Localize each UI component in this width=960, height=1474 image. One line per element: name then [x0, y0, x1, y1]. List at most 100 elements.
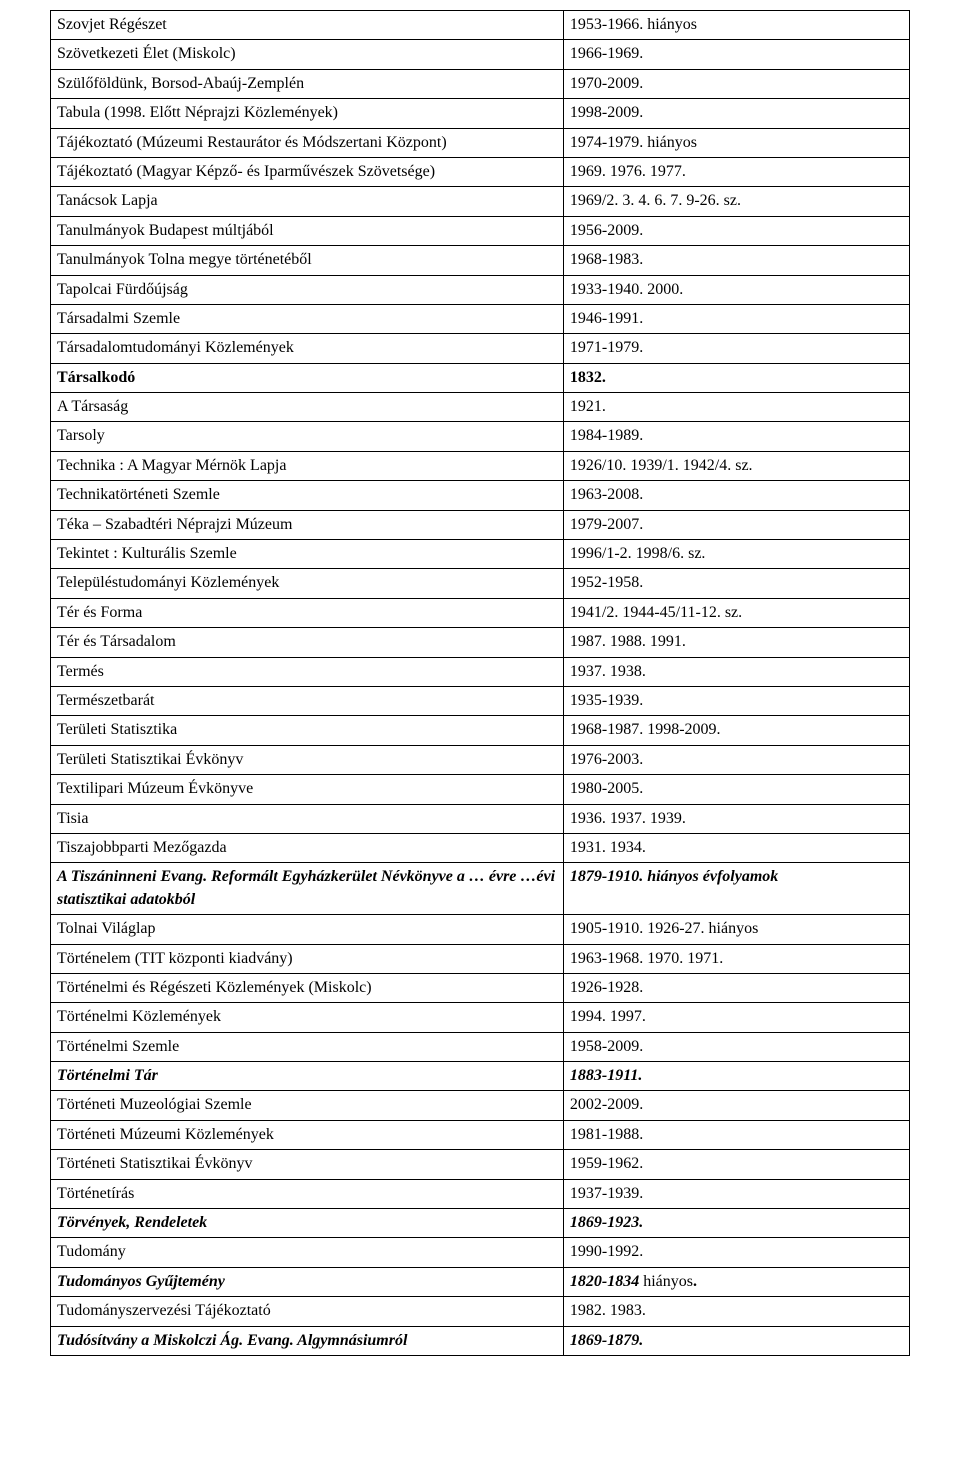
- table-row: Termés1937. 1938.: [51, 657, 910, 686]
- years-cell: 1936. 1937. 1939.: [563, 804, 909, 833]
- title-cell: Tér és Társadalom: [51, 628, 564, 657]
- years-cell: 1987. 1988. 1991.: [563, 628, 909, 657]
- title-cell: Történelmi Közlemények: [51, 1003, 564, 1032]
- table-row: Textilipari Múzeum Évkönyve1980-2005.: [51, 775, 910, 804]
- years-cell: 1926-1928.: [563, 973, 909, 1002]
- years-cell: 1926/10. 1939/1. 1942/4. sz.: [563, 451, 909, 480]
- title-cell: Tolnai Világlap: [51, 915, 564, 944]
- table-row: Tér és Forma1941/2. 1944-45/11-12. sz.: [51, 598, 910, 627]
- years-cell: 1990-1992.: [563, 1238, 909, 1267]
- years-cell: 1952-1958.: [563, 569, 909, 598]
- years-cell: 1959-1962.: [563, 1150, 909, 1179]
- years-cell: 1979-2007.: [563, 510, 909, 539]
- title-cell: Textilipari Múzeum Évkönyve: [51, 775, 564, 804]
- years-cell: 1981-1988.: [563, 1120, 909, 1149]
- years-cell: 1832.: [563, 363, 909, 392]
- title-cell: Termés: [51, 657, 564, 686]
- table-row: Technikatörténeti Szemle1963-2008.: [51, 481, 910, 510]
- years-cell: 1968-1983.: [563, 246, 909, 275]
- years-cell: 1937-1939.: [563, 1179, 909, 1208]
- title-cell: Tapolcai Fürdőújság: [51, 275, 564, 304]
- table-row: Téka – Szabadtéri Néprajzi Múzeum1979-20…: [51, 510, 910, 539]
- title-cell: Tanulmányok Tolna megye történetéből: [51, 246, 564, 275]
- years-cell: 1976-2003.: [563, 745, 909, 774]
- years-cell: 1937. 1938.: [563, 657, 909, 686]
- table-row: Történetírás1937-1939.: [51, 1179, 910, 1208]
- title-cell: Törvények, Rendeletek: [51, 1209, 564, 1238]
- years-cell: 2002-2009.: [563, 1091, 909, 1120]
- title-cell: Szovjet Régészet: [51, 11, 564, 40]
- table-row: Tájékoztató (Magyar Képző- és Iparművész…: [51, 157, 910, 186]
- table-row: Tekintet : Kulturális Szemle1996/1-2. 19…: [51, 540, 910, 569]
- title-cell: Tájékoztató (Múzeumi Restaurátor és Móds…: [51, 128, 564, 157]
- table-row: Társalkodó1832.: [51, 363, 910, 392]
- table-row: Tolnai Világlap1905-1910. 1926-27. hiány…: [51, 915, 910, 944]
- title-cell: Történeti Muzeológiai Szemle: [51, 1091, 564, 1120]
- title-cell: Technika : A Magyar Mérnök Lapja: [51, 451, 564, 480]
- table-row: Tisia1936. 1937. 1939.: [51, 804, 910, 833]
- title-cell: Tanulmányok Budapest múltjából: [51, 216, 564, 245]
- table-row: Tudósítvány a Miskolczi Ág. Evang. Algym…: [51, 1326, 910, 1355]
- table-row: Tanulmányok Budapest múltjából1956-2009.: [51, 216, 910, 245]
- years-cell: 1953-1966. hiányos: [563, 11, 909, 40]
- table-row: Szövetkezeti Élet (Miskolc)1966-1969.: [51, 40, 910, 69]
- table-row: Tér és Társadalom1987. 1988. 1991.: [51, 628, 910, 657]
- table-row: Tudományszervezési Tájékoztató1982. 1983…: [51, 1297, 910, 1326]
- title-cell: Történetírás: [51, 1179, 564, 1208]
- years-cell: 1980-2005.: [563, 775, 909, 804]
- title-cell: Szövetkezeti Élet (Miskolc): [51, 40, 564, 69]
- years-cell: 1883-1911.: [563, 1062, 909, 1091]
- table-row: Tudományos Gyűjtemény1820-1834 hiányos.: [51, 1267, 910, 1296]
- title-cell: Téka – Szabadtéri Néprajzi Múzeum: [51, 510, 564, 539]
- title-cell: Történeti Múzeumi Közlemények: [51, 1120, 564, 1149]
- title-cell: Technikatörténeti Szemle: [51, 481, 564, 510]
- table-row: Tapolcai Fürdőújság1933-1940. 2000.: [51, 275, 910, 304]
- table-row: Történeti Muzeológiai Szemle2002-2009.: [51, 1091, 910, 1120]
- years-cell: 1931. 1934.: [563, 833, 909, 862]
- title-cell: Történelmi Szemle: [51, 1032, 564, 1061]
- title-cell: Területi Statisztikai Évkönyv: [51, 745, 564, 774]
- title-cell: Tudósítvány a Miskolczi Ág. Evang. Algym…: [51, 1326, 564, 1355]
- table-row: A Társaság1921.: [51, 393, 910, 422]
- years-cell: 1982. 1983.: [563, 1297, 909, 1326]
- title-cell: Tudományos Gyűjtemény: [51, 1267, 564, 1296]
- years-cell: 1905-1910. 1926-27. hiányos: [563, 915, 909, 944]
- table-row: Területi Statisztikai Évkönyv1976-2003.: [51, 745, 910, 774]
- years-cell: 1994. 1997.: [563, 1003, 909, 1032]
- years-cell: 1879-1910. hiányos évfolyamok: [563, 863, 909, 915]
- periodicals-table: Szovjet Régészet1953-1966. hiányosSzövet…: [50, 10, 910, 1356]
- title-cell: A Tiszáninneni Evang. Reformált Egyházke…: [51, 863, 564, 915]
- table-row: Tanácsok Lapja1969/2. 3. 4. 6. 7. 9-26. …: [51, 187, 910, 216]
- table-row: Történelmi Szemle1958-2009.: [51, 1032, 910, 1061]
- title-cell: Tabula (1998. Előtt Néprajzi Közlemények…: [51, 99, 564, 128]
- years-cell: 1935-1939.: [563, 686, 909, 715]
- table-row: Történelmi Közlemények1994. 1997.: [51, 1003, 910, 1032]
- years-cell: 1946-1991.: [563, 304, 909, 333]
- table-row: Történeti Statisztikai Évkönyv1959-1962.: [51, 1150, 910, 1179]
- years-cell: 1956-2009.: [563, 216, 909, 245]
- title-cell: Tekintet : Kulturális Szemle: [51, 540, 564, 569]
- title-cell: Településtudományi Közlemények: [51, 569, 564, 598]
- table-row: Szülőföldünk, Borsod-Abaúj-Zemplén1970-2…: [51, 69, 910, 98]
- title-cell: Tanácsok Lapja: [51, 187, 564, 216]
- table-row: Törvények, Rendeletek1869-1923.: [51, 1209, 910, 1238]
- table-row: Technika : A Magyar Mérnök Lapja1926/10.…: [51, 451, 910, 480]
- title-cell: Természetbarát: [51, 686, 564, 715]
- years-cell: 1958-2009.: [563, 1032, 909, 1061]
- years-cell: 1996/1-2. 1998/6. sz.: [563, 540, 909, 569]
- years-cell: 1963-1968. 1970. 1971.: [563, 944, 909, 973]
- table-row: Természetbarát1935-1939.: [51, 686, 910, 715]
- years-cell: 1968-1987. 1998-2009.: [563, 716, 909, 745]
- title-cell: Tisia: [51, 804, 564, 833]
- table-row: Szovjet Régészet1953-1966. hiányos: [51, 11, 910, 40]
- title-cell: Szülőföldünk, Borsod-Abaúj-Zemplén: [51, 69, 564, 98]
- document-page: Szovjet Régészet1953-1966. hiányosSzövet…: [0, 0, 960, 1396]
- title-cell: Társadalomtudományi Közlemények: [51, 334, 564, 363]
- years-cell: 1970-2009.: [563, 69, 909, 98]
- years-cell: 1974-1979. hiányos: [563, 128, 909, 157]
- title-cell: Területi Statisztika: [51, 716, 564, 745]
- years-cell: 1933-1940. 2000.: [563, 275, 909, 304]
- table-body: Szovjet Régészet1953-1966. hiányosSzövet…: [51, 11, 910, 1356]
- table-row: A Tiszáninneni Evang. Reformált Egyházke…: [51, 863, 910, 915]
- title-cell: Történelem (TIT központi kiadvány): [51, 944, 564, 973]
